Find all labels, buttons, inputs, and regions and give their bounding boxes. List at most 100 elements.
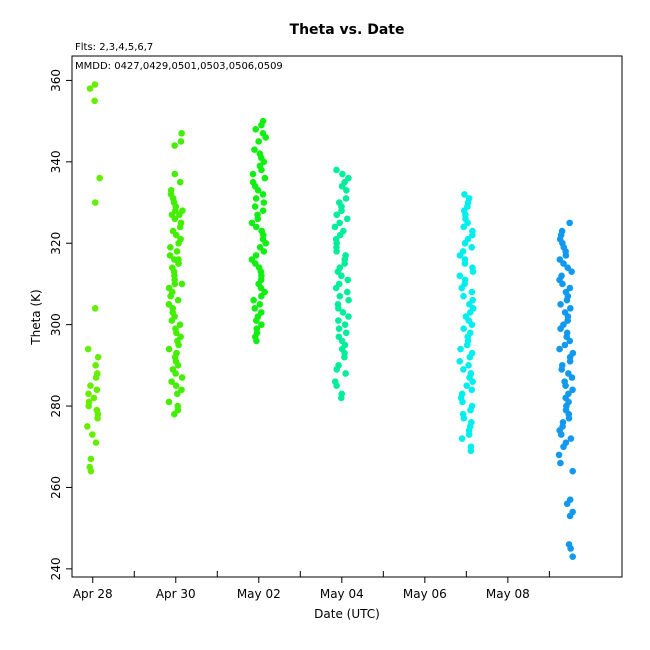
data-point [261,174,269,182]
x-tick-label: May 02 [237,587,281,601]
data-point [174,362,182,369]
data-point [176,211,183,219]
data-point [175,341,182,349]
data-point [563,296,571,304]
data-point [253,337,260,345]
data-point [90,394,98,402]
data-point [561,341,569,349]
data-point [564,317,571,324]
data-point [342,370,349,377]
data-point [92,374,100,381]
data-point [165,398,173,406]
data-point [457,345,464,353]
data-point [342,329,350,337]
data-point [260,248,268,255]
data-point [254,187,262,194]
data-point [333,366,341,373]
data-point [338,207,345,214]
x-tick-label: Apr 28 [73,587,113,601]
data-point [258,166,265,174]
data-point [566,219,573,227]
data-point [468,321,476,328]
data-point [171,170,179,178]
data-point [461,191,468,198]
data-point [84,345,92,353]
y-tick-label: 280 [49,395,63,418]
data-point [91,81,99,88]
data-point [339,309,347,316]
flights-annotation: Flts: 2,3,4,5,6,7 [75,42,153,53]
data-point [176,178,184,186]
data-point [87,455,95,463]
data-point [345,313,352,320]
data-point [258,321,265,328]
data-point [461,239,469,247]
data-point [96,174,103,182]
data-point [557,431,565,438]
data-point [93,386,101,394]
data-point [86,85,94,92]
data-point [262,239,270,247]
y-tick-label: 340 [49,150,63,173]
data-point [569,553,577,560]
data-point [175,260,182,267]
data-point [168,317,176,324]
data-point [333,211,341,219]
data-points [84,81,577,560]
data-point [555,451,563,459]
data-point [557,325,564,333]
data-point [85,390,92,398]
y-axis-label: Theta (K) [29,289,43,345]
data-point [566,305,574,312]
data-point [343,288,351,296]
data-point [331,223,339,231]
data-point [567,545,574,552]
data-point [466,353,474,361]
data-point [85,402,92,410]
data-point [335,317,342,324]
data-point [92,362,99,369]
data-point [175,239,182,247]
data-point [252,252,260,259]
data-point [336,219,343,227]
data-point [566,284,574,292]
data-point [256,300,264,308]
data-point [248,219,256,227]
data-point [252,195,260,202]
x-tick-label: May 06 [403,587,447,601]
data-point [262,134,270,141]
data-point [259,207,267,214]
data-point [564,264,572,271]
plot-frame [71,55,623,578]
data-point [172,382,180,389]
x-axis-ticks: Apr 28 Apr 30 May 02 May 04 May 06 May 08 [73,571,550,601]
data-point [560,443,567,451]
y-axis-ticks: 240 260 280 300 320 340 360 [49,69,72,580]
data-point [173,329,180,337]
data-point [341,353,348,361]
data-point [463,382,470,389]
data-point [172,231,180,239]
data-point [92,439,100,446]
data-point [562,382,569,389]
data-point [94,353,102,361]
data-point [467,309,474,316]
data-point [563,500,571,508]
data-point [460,366,467,373]
data-point [460,414,468,422]
data-point [178,280,186,288]
data-point [258,121,265,129]
data-point [333,248,340,255]
data-point [459,398,466,406]
y-tick-label: 260 [49,476,63,499]
x-tick-label: May 04 [320,587,364,601]
data-point [251,146,258,153]
data-point [178,386,185,394]
y-tick-label: 240 [49,557,63,580]
data-point [173,248,181,255]
data-point [178,130,185,137]
data-point [178,374,186,381]
data-point [345,296,352,304]
data-point [87,467,95,475]
